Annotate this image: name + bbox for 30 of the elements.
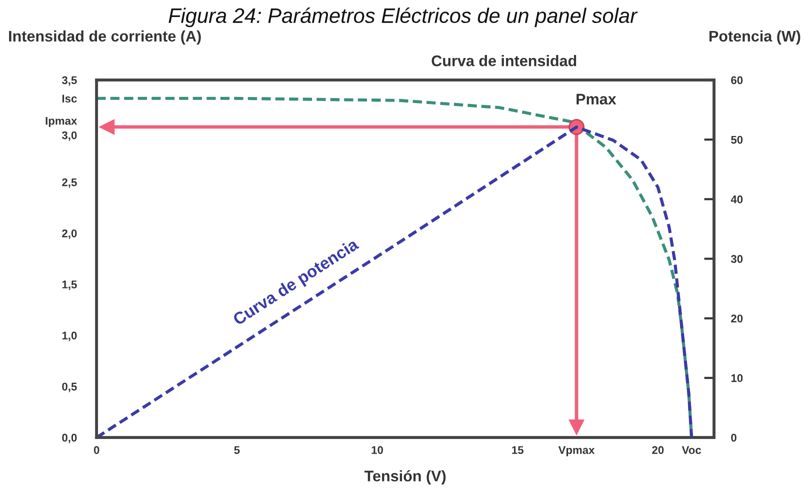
- chart-title: Figura 24: Parámetros Eléctricos de un panel solar: [168, 8, 638, 28]
- y2-tick-label: 60: [731, 76, 743, 84]
- y2-tick-label: 50: [731, 136, 743, 144]
- x-tick-label: 20: [652, 446, 664, 454]
- y2-tick-label: 0: [731, 434, 736, 442]
- y-tick-label: 0,0: [62, 434, 77, 444]
- x-tick-label: Voc: [682, 446, 702, 454]
- y2-tick-label: 30: [730, 255, 743, 263]
- y-tick-label: 3,5: [62, 76, 77, 86]
- x-tick-label: Vpmax: [558, 446, 595, 456]
- series-label: Pmax: [576, 94, 616, 105]
- text: Curva de intensidad: [432, 55, 576, 66]
- y2-axis-title: Potencia (W): [709, 30, 800, 45]
- x-axis-title: Tensión (V): [364, 470, 446, 484]
- y-axis-title: Intensidad de corriente (A): [9, 30, 201, 45]
- y-tick-label: 2,5: [62, 178, 77, 188]
- y-tick-label: Isc: [62, 94, 77, 103]
- y-tick-label: 2,0: [62, 229, 77, 239]
- x-tick-label: 0: [94, 446, 100, 454]
- y-tick-label: 1,0: [62, 332, 77, 342]
- y-tick-label: Ipmax: [46, 117, 78, 127]
- x-tick-label: 10: [372, 446, 383, 454]
- x-tick-label: 15: [512, 446, 524, 454]
- x-tick-label: 5: [234, 446, 240, 454]
- y2-tick-label: 10: [731, 374, 743, 382]
- y-tick-label: 0,5: [62, 382, 77, 392]
- y-tick-label: 1,5: [62, 280, 77, 290]
- y2-tick-label: 20: [731, 314, 743, 322]
- y2-tick-label: 40: [730, 195, 743, 204]
- y-tick-label: 3,0: [62, 131, 77, 141]
